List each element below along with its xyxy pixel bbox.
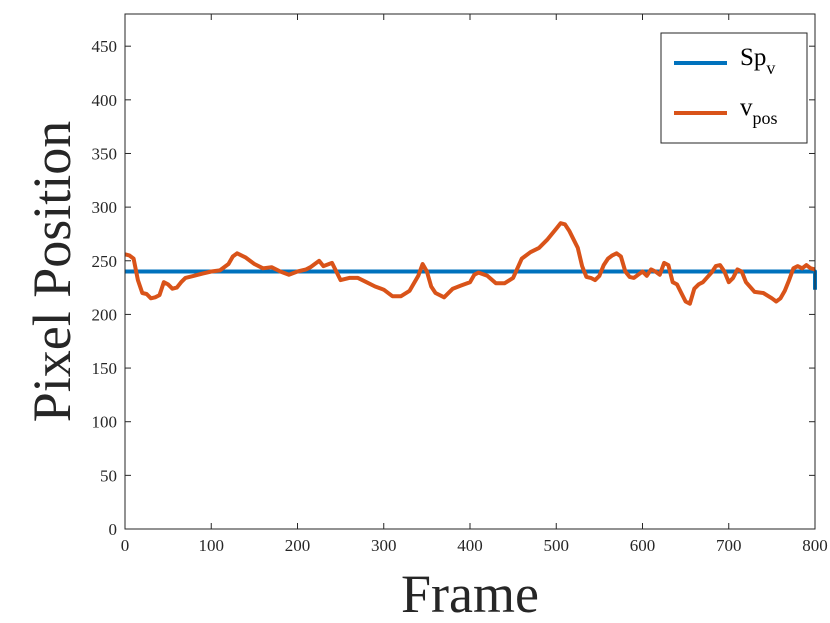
y-axis-ticks: 0 50 100 150 200 250 300 350 400 450 [92,37,815,539]
legend-label-v-pos-sub: pos [753,108,778,128]
legend-label-sp-v-main: Sp [740,44,766,71]
x-tick-label: 200 [285,536,311,555]
x-tick-label: 800 [802,536,828,555]
y-tick-label: 300 [92,198,118,217]
x-tick-label: 600 [630,536,656,555]
legend-label-sp-v: Spv [740,44,775,78]
x-tick-label: 100 [199,536,225,555]
legend-label-v-pos: vpos [740,94,778,128]
legend: Spv vpos [660,32,808,144]
y-tick-label: 400 [92,91,118,110]
y-tick-label: 350 [92,144,118,163]
y-tick-label: 100 [92,413,118,432]
y-tick-label: 0 [109,520,118,539]
legend-label-v-pos-main: v [740,94,753,121]
y-tick-label: 150 [92,359,118,378]
x-tick-label: 700 [716,536,742,555]
plot-area: 0 100 200 300 400 500 600 700 800 0 50 100 150 200 25… [92,13,828,555]
y-tick-label: 200 [92,305,118,324]
x-tick-label: 500 [544,536,570,555]
y-tick-label: 50 [100,466,117,485]
x-tick-label: 300 [371,536,397,555]
x-tick-label: 0 [121,536,130,555]
y-tick-label: 250 [92,252,118,271]
x-axis-title: Frame [401,564,539,623]
legend-label-sp-v-sub: v [766,58,775,78]
series-line-v-pos [124,221,816,306]
y-axis-title: Pixel Position [22,121,82,423]
x-tick-label: 400 [457,536,483,555]
legend-box [660,32,808,144]
x-axis-ticks: 0 100 200 300 400 500 600 700 800 [121,14,828,555]
y-tick-label: 450 [92,37,118,56]
